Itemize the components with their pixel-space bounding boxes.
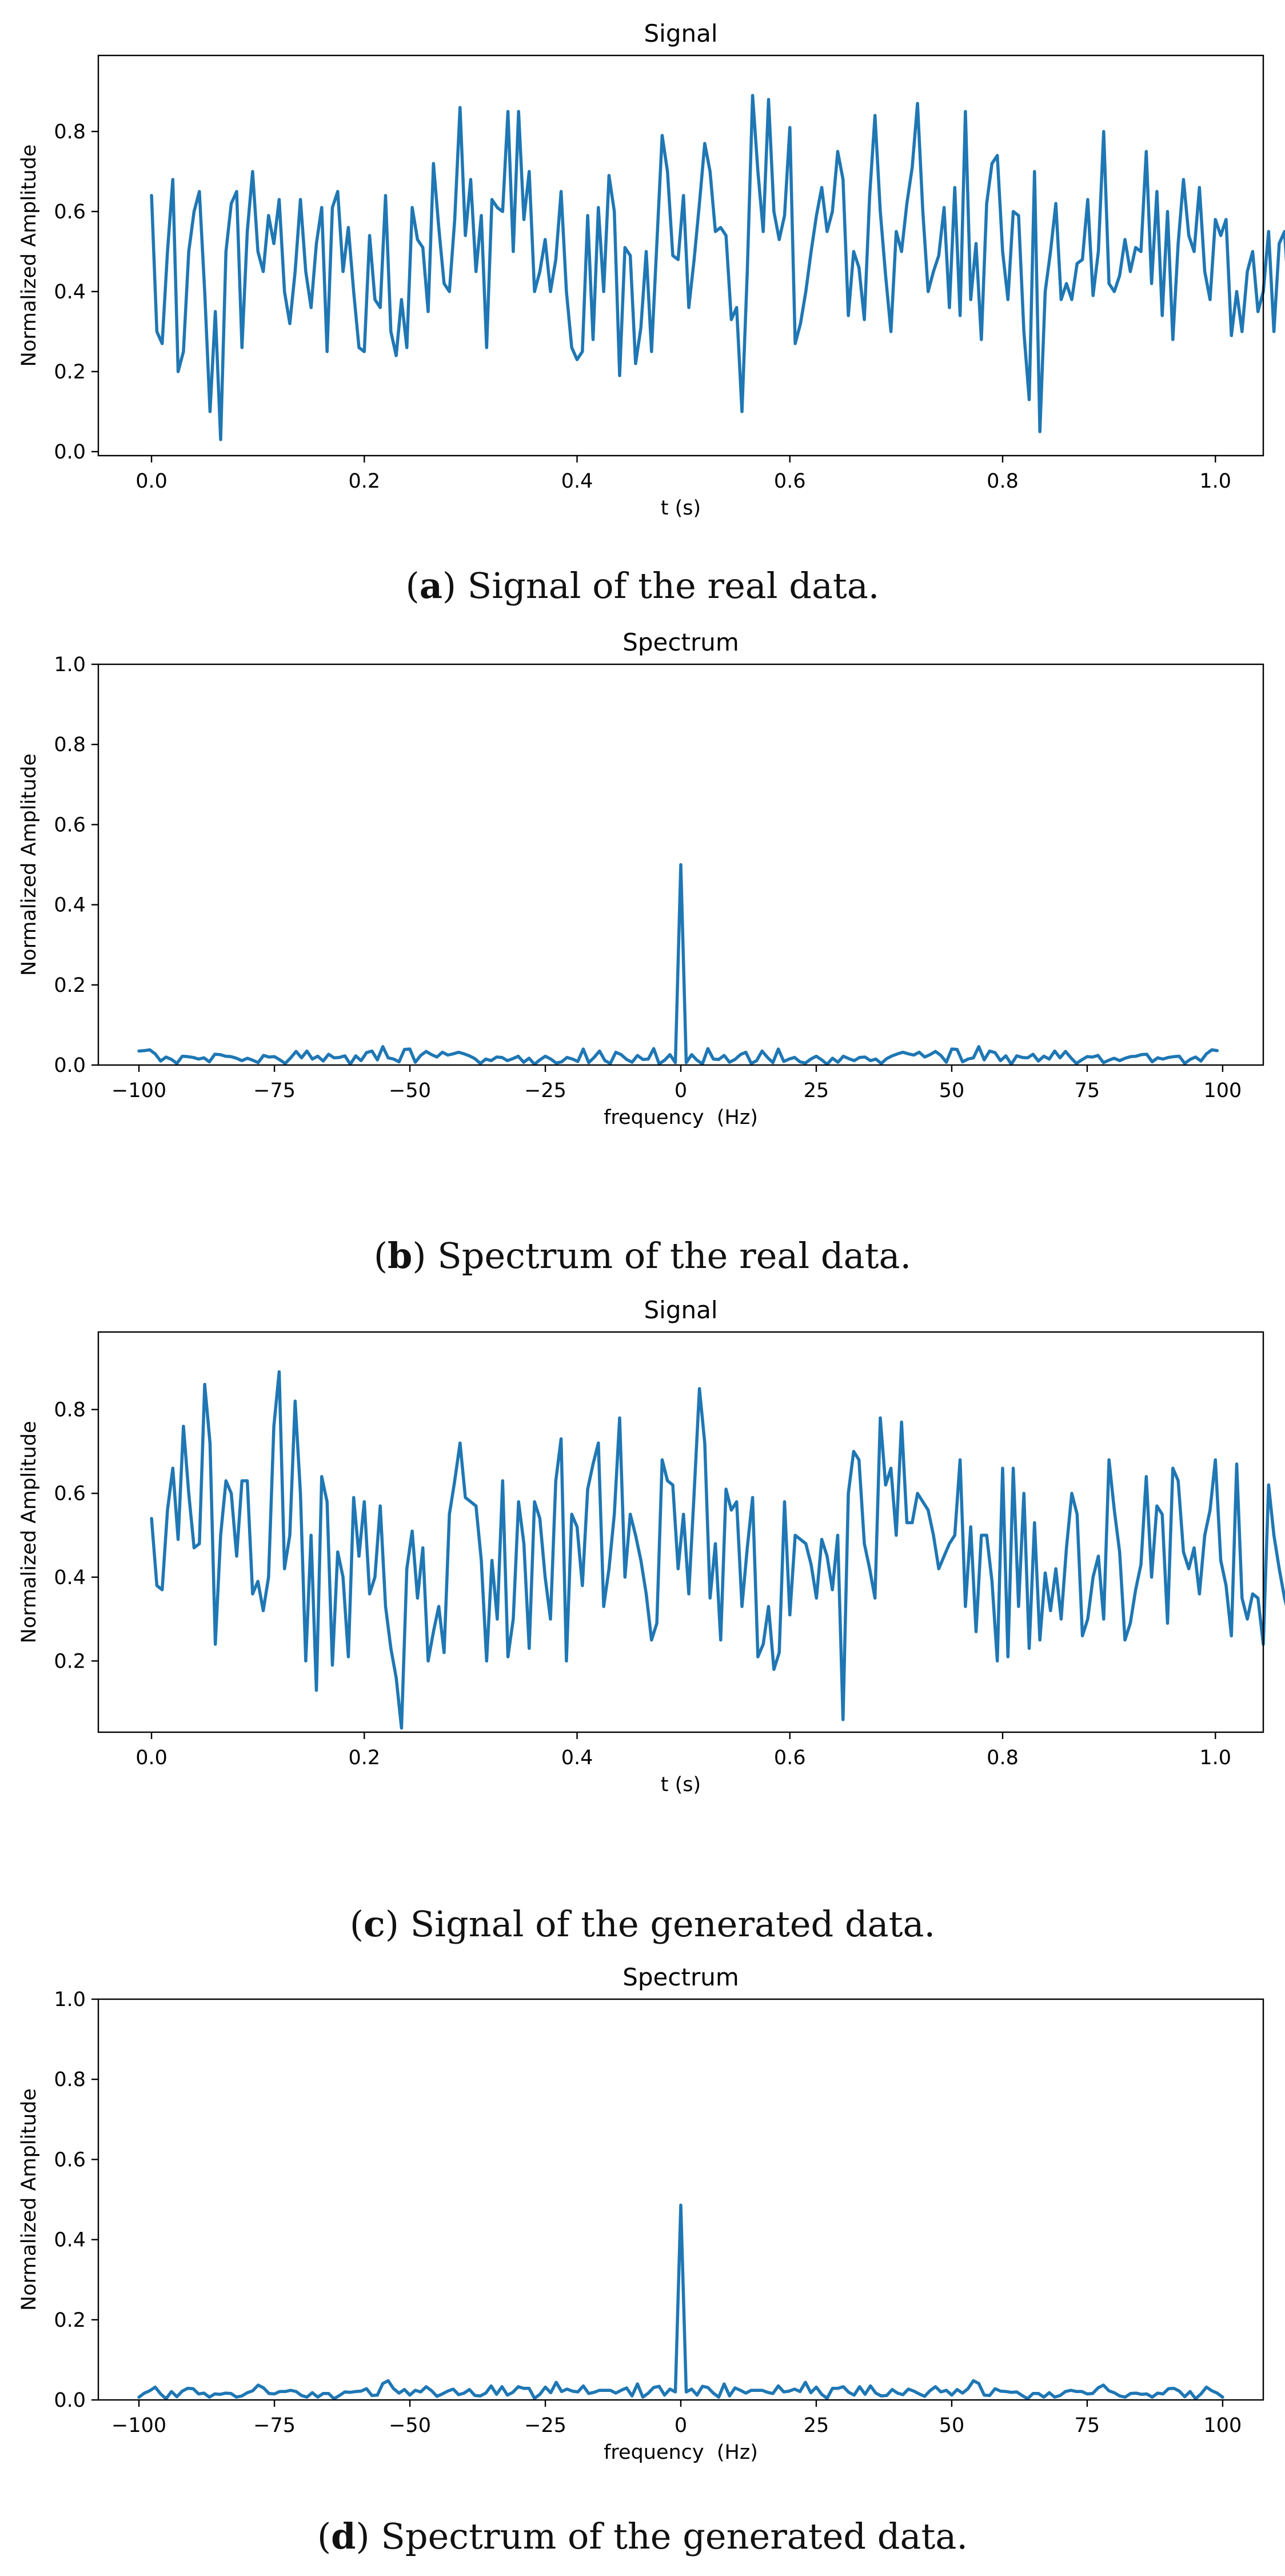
- x-tick-label: 25: [804, 2414, 829, 2437]
- y-tick-label: 1.0: [54, 1988, 86, 2011]
- y-tick-label: 0.4: [54, 1566, 86, 1589]
- x-tick-label: −75: [253, 2414, 296, 2437]
- x-tick-label: −25: [524, 2414, 566, 2437]
- x-axis-label: t (s): [661, 1773, 701, 1796]
- y-tick-label: 0.4: [54, 281, 86, 304]
- chart-title: Signal: [644, 1296, 717, 1324]
- x-tick-label: 0.2: [348, 470, 380, 493]
- x-tick-label: −100: [111, 1079, 166, 1102]
- y-tick-label: 0.8: [54, 733, 86, 756]
- x-axis-label: frequency (Hz): [604, 2441, 758, 2464]
- x-tick-label: −50: [389, 2414, 431, 2437]
- x-axis-label: frequency (Hz): [604, 1106, 758, 1129]
- x-tick-label: 1.0: [1199, 470, 1231, 493]
- y-tick-label: 1.0: [54, 653, 86, 676]
- chart-a: 0.0 0.2 0.4 0.6 0.8 1.0 0.0 0.2 0.4 0.6 0.8 Signal t…: [18, 19, 1285, 520]
- x-tick-label: −75: [253, 1079, 296, 1102]
- x-tick-label: 0: [675, 1079, 687, 1102]
- y-tick-label: 0.4: [54, 894, 86, 917]
- x-tick-label: 0.6: [774, 1746, 806, 1769]
- series-line-a: [150, 94, 1285, 441]
- y-tick-label: 0.2: [54, 2309, 86, 2332]
- y-tick-label: 0.8: [54, 121, 86, 143]
- caption-a: (a) Signal of the real data.: [405, 565, 880, 607]
- series-line-d: [137, 2203, 1224, 2400]
- chart-c: 0.0 0.2 0.4 0.6 0.8 1.0 0.2 0.4 0.6 0.8 Signal t (s…: [18, 1296, 1285, 1796]
- x-tick-label: 0.8: [987, 1746, 1019, 1769]
- x-tick-label: 0: [675, 2414, 687, 2437]
- y-axis-label: Normalized Amplitude: [18, 145, 41, 367]
- series-line-b: [137, 863, 1219, 1066]
- x-tick-label: 50: [939, 2414, 965, 2437]
- x-tick-label: 0.2: [348, 1746, 380, 1769]
- x-tick-label: 0.8: [987, 470, 1019, 493]
- caption-b: (b) Spectrum of the real data.: [373, 1235, 912, 1277]
- chart-title: Spectrum: [622, 1963, 739, 1991]
- x-tick-label: 100: [1204, 1079, 1242, 1102]
- y-tick-label: 0.4: [54, 2229, 86, 2252]
- y-tick-label: 0.0: [54, 2389, 86, 2412]
- y-axis-label: Normalized Amplitude: [18, 2088, 41, 2311]
- y-tick-label: 0.8: [54, 1399, 86, 1422]
- caption-c: (c) Signal of the generated data.: [349, 1903, 936, 1945]
- y-tick-label: 0.6: [54, 1482, 86, 1505]
- x-tick-label: −100: [111, 2414, 166, 2437]
- y-tick-label: 0.8: [54, 2068, 86, 2091]
- x-tick-label: 0.6: [774, 470, 806, 493]
- x-tick-label: 75: [1075, 1079, 1100, 1102]
- y-tick-label: 0.2: [54, 1650, 86, 1673]
- x-tick-label: 0.4: [561, 1746, 593, 1769]
- x-tick-label: 75: [1075, 2414, 1100, 2437]
- y-tick-label: 0.0: [54, 441, 86, 464]
- y-axis-label: Normalized Amplitude: [18, 1421, 41, 1644]
- chart-b: −100 −75 −50 −25 0 25 50 75 100 0.0 0.2 0.4 0.6 0.8 1.…: [18, 628, 1264, 1129]
- x-tick-label: −25: [524, 1079, 566, 1102]
- x-axis-label: t (s): [661, 497, 701, 520]
- x-tick-label: −50: [389, 1079, 431, 1102]
- y-tick-label: 0.6: [54, 814, 86, 836]
- x-tick-label: 1.0: [1199, 1746, 1231, 1769]
- y-tick-label: 0.6: [54, 2148, 86, 2171]
- caption-d: (d) Spectrum of the generated data.: [317, 2515, 968, 2557]
- y-tick-label: 0.2: [54, 361, 86, 384]
- x-tick-label: 100: [1204, 2414, 1242, 2437]
- x-tick-label: 0.4: [561, 470, 593, 493]
- plot-frame-d: [97, 1998, 1264, 2401]
- y-tick-label: 0.0: [54, 1054, 86, 1077]
- x-tick-label: 0.0: [135, 1746, 167, 1769]
- y-axis-label: Normalized Amplitude: [18, 753, 41, 976]
- chart-title: Spectrum: [622, 628, 739, 656]
- plot-frame-c: [97, 1331, 1264, 1733]
- series-line-c: [150, 1370, 1285, 1730]
- y-tick-label: 0.6: [54, 201, 86, 224]
- x-tick-label: 0.0: [135, 470, 167, 493]
- chart-title: Signal: [644, 19, 717, 47]
- x-tick-label: 25: [804, 1079, 829, 1102]
- plot-frame-a: [97, 54, 1264, 457]
- chart-d: −100 −75 −50 −25 0 25 50 75 100 0.0 0.2 0.4 0.6 0.8 1.…: [18, 1963, 1264, 2464]
- y-tick-label: 0.2: [54, 974, 86, 997]
- x-tick-label: 50: [939, 1079, 965, 1102]
